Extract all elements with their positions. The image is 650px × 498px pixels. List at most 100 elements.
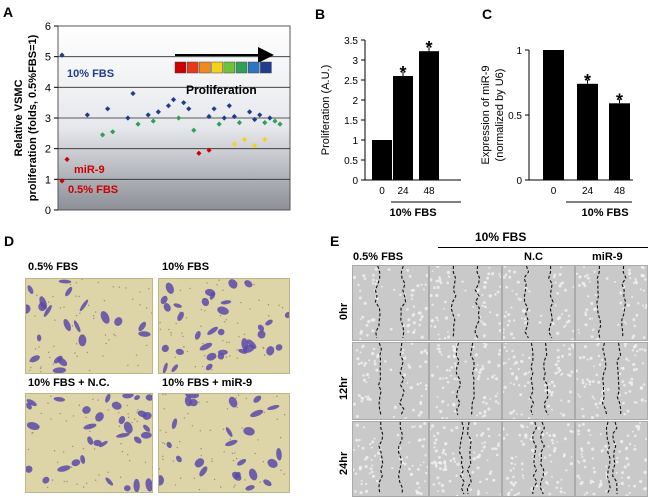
bar bbox=[577, 83, 598, 180]
cell-speck bbox=[606, 387, 610, 391]
cell-speck bbox=[371, 440, 375, 444]
cell-speck bbox=[605, 465, 608, 468]
wound-edge-line bbox=[621, 266, 627, 339]
cell-speck bbox=[593, 470, 597, 474]
wound-image bbox=[429, 421, 502, 497]
pore bbox=[136, 420, 138, 423]
cell-speck bbox=[365, 323, 369, 327]
stained-cell bbox=[78, 334, 87, 347]
panel-b-chart: 0 0.5 1 1.5 2 2.5 3 3.5 0 * 24 * 48 10% FBS Prolife… bbox=[320, 36, 461, 219]
pore bbox=[63, 480, 65, 483]
cell-speck bbox=[561, 372, 564, 375]
cell-speck bbox=[528, 371, 530, 374]
cell-speck bbox=[362, 426, 366, 429]
pore bbox=[276, 395, 278, 398]
cell-speck bbox=[405, 456, 409, 459]
y-tick-label: 6 bbox=[45, 21, 51, 33]
cell-speck bbox=[644, 306, 647, 309]
stained-cell bbox=[118, 415, 126, 425]
pore bbox=[233, 486, 235, 488]
cell-speck bbox=[542, 488, 544, 491]
cell-speck bbox=[511, 349, 514, 353]
cell-speck bbox=[499, 275, 501, 278]
cell-speck bbox=[624, 446, 629, 451]
cell-speck bbox=[588, 380, 592, 384]
stained-cell bbox=[27, 285, 34, 294]
cell-speck bbox=[363, 277, 367, 280]
cell-speck bbox=[633, 444, 636, 447]
pore bbox=[98, 474, 100, 476]
cell-speck bbox=[358, 467, 362, 471]
cell-speck bbox=[532, 449, 535, 453]
cell-speck bbox=[563, 437, 567, 441]
pore bbox=[50, 418, 52, 420]
cell-speck bbox=[353, 448, 356, 451]
stained-cell bbox=[105, 394, 111, 403]
cell-speck bbox=[430, 278, 433, 282]
cell-speck bbox=[537, 426, 541, 430]
stained-cell bbox=[98, 440, 108, 448]
col-label-nc: N.C bbox=[524, 251, 543, 263]
cell-speck bbox=[639, 386, 644, 390]
data-point bbox=[231, 113, 237, 120]
cell-speck bbox=[626, 475, 631, 480]
cell-speck bbox=[430, 293, 433, 298]
cell-speck bbox=[433, 446, 436, 449]
cell-speck bbox=[355, 349, 359, 352]
stained-cell bbox=[123, 421, 133, 434]
cell-speck bbox=[550, 475, 553, 478]
cell-speck bbox=[565, 469, 568, 472]
cell-speck bbox=[408, 441, 411, 444]
cell-speck bbox=[578, 395, 581, 398]
pore bbox=[127, 416, 130, 419]
pore bbox=[88, 369, 91, 372]
pore bbox=[241, 427, 243, 429]
cell-speck bbox=[433, 434, 436, 438]
cell-speck bbox=[484, 305, 487, 309]
cell-speck bbox=[550, 393, 553, 397]
stained-cell bbox=[100, 311, 110, 324]
y-axis-label-line2: proliferation (folds, 0.5%FBS=1) bbox=[27, 34, 39, 201]
stained-cell bbox=[116, 432, 130, 438]
cell-speck bbox=[578, 332, 581, 334]
cell-speck bbox=[487, 407, 491, 411]
cell-speck bbox=[440, 483, 445, 488]
cell-speck bbox=[430, 325, 432, 327]
cell-speck bbox=[496, 290, 500, 294]
pore bbox=[34, 348, 37, 350]
y-tick-label: 5 bbox=[45, 52, 51, 64]
cell-speck bbox=[412, 330, 415, 334]
panel-label-b: B bbox=[315, 6, 326, 22]
cell-speck bbox=[453, 349, 457, 353]
cell-speck bbox=[505, 349, 508, 353]
cell-speck bbox=[550, 408, 553, 411]
panel-label-a: A bbox=[3, 4, 14, 20]
cell-speck bbox=[632, 368, 637, 372]
x-tick-label: 24 bbox=[397, 186, 409, 197]
cell-speck bbox=[372, 347, 376, 351]
cell-speck bbox=[433, 286, 436, 290]
cell-speck bbox=[436, 395, 439, 398]
cell-speck bbox=[585, 383, 588, 386]
cell-speck bbox=[422, 437, 426, 441]
y-tick-label: 1 bbox=[45, 174, 51, 186]
y-tick-label: 3.5 bbox=[344, 36, 358, 47]
stained-cell bbox=[185, 394, 199, 399]
cell-speck bbox=[493, 447, 497, 450]
cell-speck bbox=[598, 483, 603, 487]
cell-speck bbox=[589, 479, 593, 483]
cell-speck bbox=[475, 434, 479, 437]
cell-speck bbox=[407, 318, 411, 322]
pore bbox=[200, 308, 203, 311]
cell-speck bbox=[643, 470, 647, 475]
cell-speck bbox=[367, 320, 371, 324]
cell-speck bbox=[424, 306, 428, 311]
cell-speck bbox=[636, 350, 639, 353]
cell-speck bbox=[473, 422, 477, 426]
stained-cell bbox=[26, 304, 31, 314]
pore bbox=[78, 295, 80, 298]
wound-edge-line bbox=[378, 422, 384, 495]
x-tick-label: 0 bbox=[551, 186, 557, 197]
cell-speck bbox=[359, 491, 363, 495]
cell-speck bbox=[615, 460, 619, 464]
